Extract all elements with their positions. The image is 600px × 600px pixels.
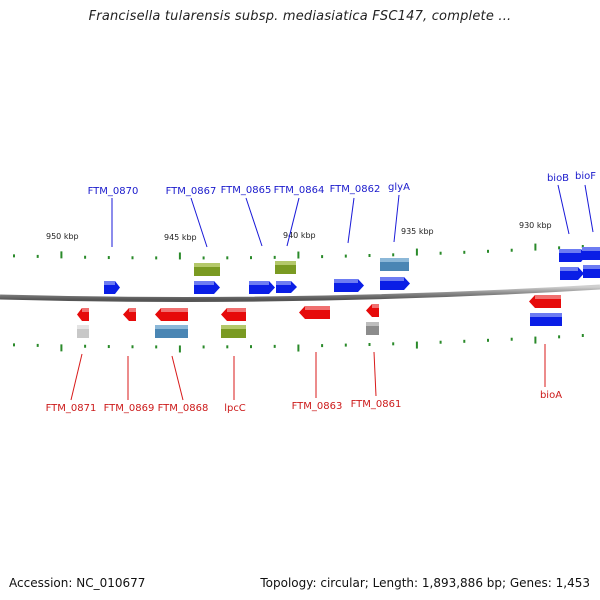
genome-backbone xyxy=(0,284,600,302)
gene-glya[interactable] xyxy=(380,277,410,290)
feature-olive-2 xyxy=(275,261,296,274)
label-bioa[interactable]: bioA xyxy=(540,390,562,401)
callout-line-ftm0864 xyxy=(286,197,300,247)
gene-ftm0865[interactable] xyxy=(249,281,275,294)
scale-label-935: 935 kbp xyxy=(401,227,434,236)
label-ftm0870[interactable]: FTM_0870 xyxy=(88,186,139,197)
forward-genes xyxy=(104,247,600,294)
callout-line-ftm0861 xyxy=(373,351,377,397)
gene-ftm0868[interactable] xyxy=(155,308,188,321)
feature-blue-block xyxy=(530,313,562,326)
gene-ftm0870[interactable] xyxy=(104,281,120,294)
callout-line-biof xyxy=(584,184,594,233)
gene-bioa[interactable] xyxy=(529,295,561,308)
feature-olive-1 xyxy=(194,263,220,276)
gene-ftm0863[interactable] xyxy=(299,306,330,319)
scale-label-950: 950 kbp xyxy=(46,232,79,241)
callout-line-ftm0862 xyxy=(347,197,355,244)
label-ftm0868[interactable]: FTM_0868 xyxy=(158,403,209,414)
gene-biob[interactable] xyxy=(559,249,586,280)
gene-biof[interactable] xyxy=(582,247,600,278)
feature-light-grey-1 xyxy=(77,325,89,338)
label-biob[interactable]: bioB xyxy=(547,173,569,184)
map-title: Francisella tularensis subsp. mediasiati… xyxy=(88,9,512,24)
scale-label-940: 940 kbp xyxy=(283,231,316,240)
feature-grey-1 xyxy=(366,322,379,335)
callout-line-ftm0865 xyxy=(245,197,263,247)
feature-steel-1 xyxy=(380,258,409,271)
label-ftm0863[interactable]: FTM_0863 xyxy=(292,401,343,412)
label-glya[interactable]: glyA xyxy=(388,182,410,193)
callout-line-ftm0871 xyxy=(70,353,83,401)
callout-line-glya xyxy=(393,194,400,243)
label-ftm0861[interactable]: FTM_0861 xyxy=(351,399,402,410)
callout-line-ftm0867 xyxy=(190,197,208,248)
callout-line-biob xyxy=(557,184,570,235)
label-ftm0865[interactable]: FTM_0865 xyxy=(221,185,272,196)
feature-olive-3 xyxy=(221,325,246,338)
reverse-genes xyxy=(77,295,561,321)
gene-ftm0864[interactable] xyxy=(276,281,297,293)
gene-lpcc[interactable] xyxy=(221,308,246,321)
accession-text: Accession: NC_010677 xyxy=(9,576,146,590)
label-ftm0864[interactable]: FTM_0864 xyxy=(274,185,325,196)
gene-ftm0867[interactable] xyxy=(194,281,220,294)
gene-ftm0862[interactable] xyxy=(334,279,364,292)
label-ftm0862[interactable]: FTM_0862 xyxy=(330,184,381,195)
scale-label-930: 930 kbp xyxy=(519,221,552,230)
callout-line-ftm0868 xyxy=(171,355,184,401)
gene-ftm0871[interactable] xyxy=(77,308,89,321)
label-biof[interactable]: bioF xyxy=(575,171,596,182)
gene-ftm0869[interactable] xyxy=(123,308,136,321)
gene-ftm0861[interactable] xyxy=(366,304,379,317)
feature-steel-2 xyxy=(155,325,188,338)
label-ftm0867[interactable]: FTM_0867 xyxy=(166,186,217,197)
topology-text: Topology: circular; Length: 1,893,886 bp… xyxy=(260,576,590,590)
label-lpcc[interactable]: lpcC xyxy=(224,403,246,414)
label-ftm0871[interactable]: FTM_0871 xyxy=(46,403,97,414)
scale-ticks xyxy=(13,243,584,353)
label-ftm0869[interactable]: FTM_0869 xyxy=(104,403,155,414)
scale-label-945: 945 kbp xyxy=(164,233,197,242)
